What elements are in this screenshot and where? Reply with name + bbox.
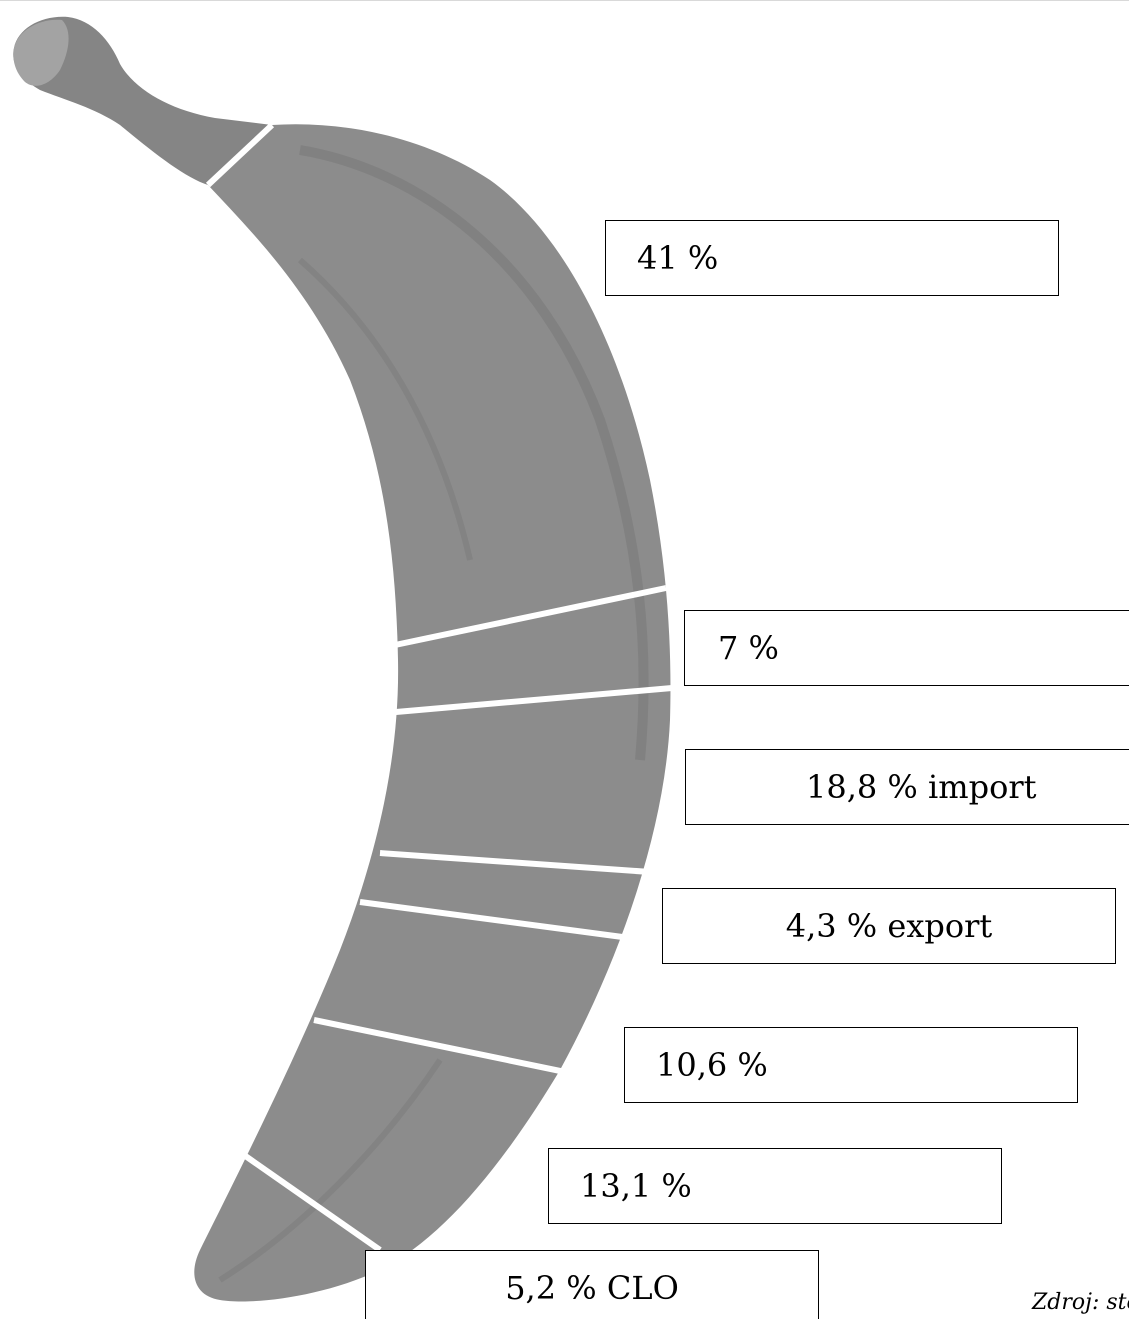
segment-label-text: 18,8 % import xyxy=(806,768,1037,806)
top-border-line xyxy=(0,0,1129,1)
segment-label-import: 18,8 % import xyxy=(685,749,1129,825)
segment-label-text: 7 % xyxy=(718,629,779,667)
banana-stem xyxy=(13,16,273,186)
segment-label-7: 7 % xyxy=(684,610,1129,686)
segment-label-41: 41 % xyxy=(605,220,1059,296)
banana-stem-tip xyxy=(13,19,69,86)
segment-divider xyxy=(242,1152,382,1253)
segment-divider xyxy=(359,899,631,941)
segment-label-text: 4,3 % export xyxy=(785,907,993,945)
banana-shade xyxy=(218,1058,443,1283)
segment-label-export: 4,3 % export xyxy=(662,888,1116,964)
segment-divider xyxy=(313,1017,571,1076)
segment-label-text: 13,1 % xyxy=(580,1167,692,1205)
source-note: Zdroj: sto xyxy=(1032,1290,1129,1315)
segment-divider xyxy=(394,585,667,648)
banana-shade xyxy=(298,257,473,561)
banana-body xyxy=(194,124,671,1302)
segment-label-13-1: 13,1 % xyxy=(548,1148,1002,1224)
segment-divider xyxy=(395,685,673,715)
segment-label-text: 41 % xyxy=(637,239,719,277)
segment-label-10-6: 10,6 % xyxy=(624,1027,1078,1103)
segment-label-clo: 5,2 % CLO xyxy=(365,1250,819,1319)
segment-divider xyxy=(379,850,651,875)
segment-label-text: 10,6 % xyxy=(656,1046,768,1084)
segment-divider xyxy=(205,122,275,188)
banana-shade xyxy=(299,145,649,761)
segment-label-text: 5,2 % CLO xyxy=(505,1269,679,1307)
